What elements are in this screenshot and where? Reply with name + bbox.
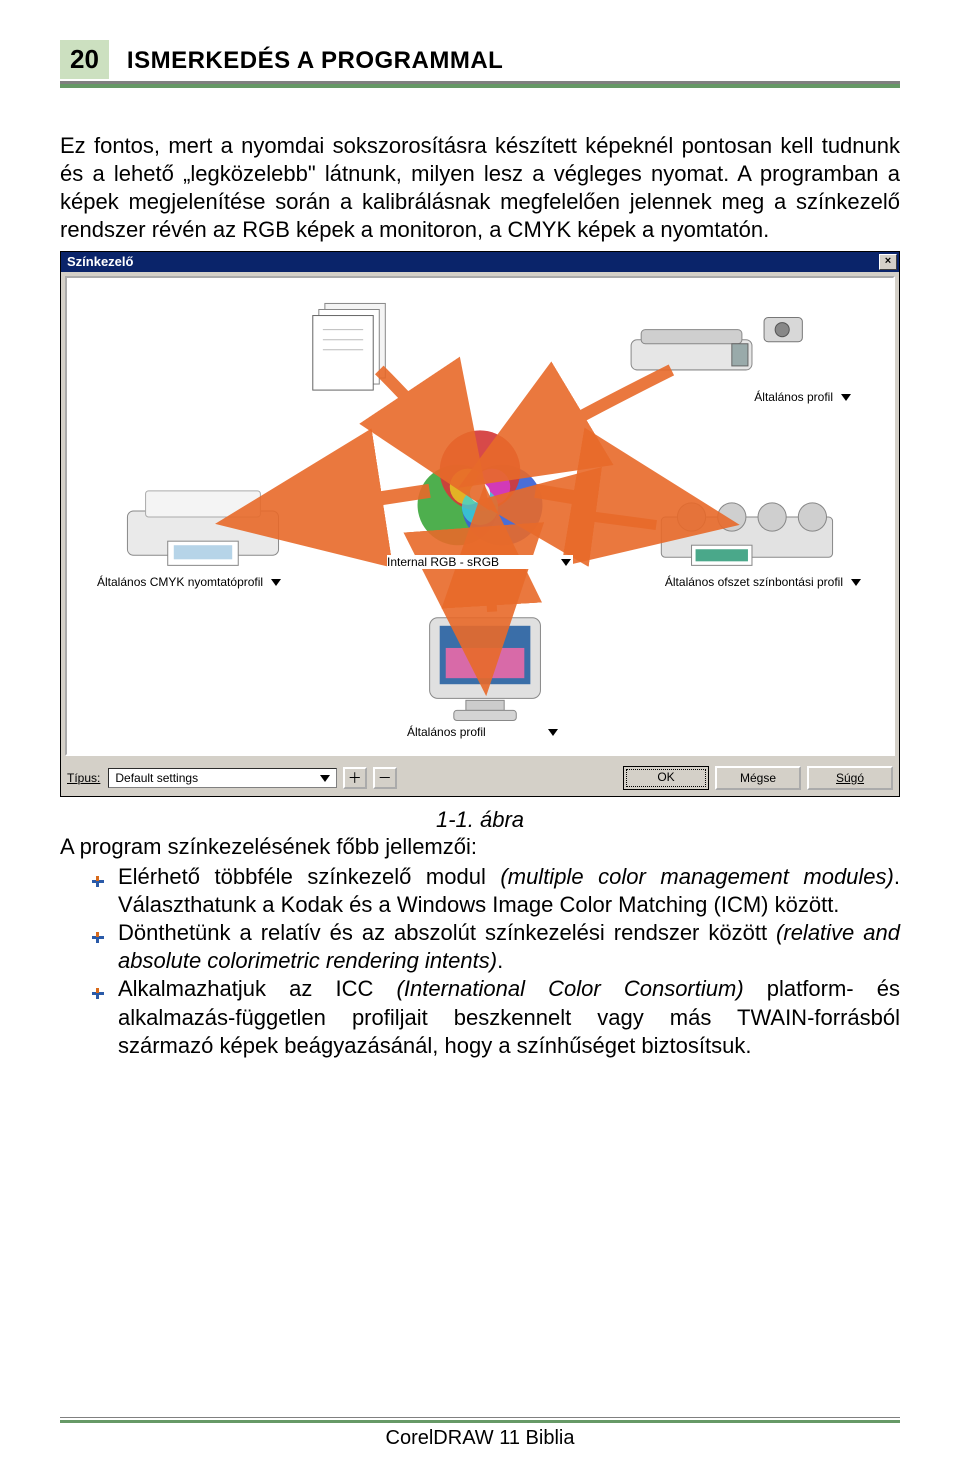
list-item: Elérhető többféle színkezelő modul (mult… [90,863,900,919]
page-header: 20 ISMERKEDÉS A PROGRAMMAL [60,40,900,84]
close-icon[interactable]: × [879,254,897,270]
chevron-down-icon [849,575,863,589]
color-flow-diagram [67,278,893,754]
offset-profile-select[interactable]: Általános ofszet színbontási profil [665,575,863,589]
header-rule [60,84,900,88]
page-number: 20 [60,40,109,79]
add-button[interactable]: ＋ [343,767,367,789]
printer-profile-label: Általános CMYK nyomtatóprofil [97,575,263,589]
monitor-profile-label: Általános profil [407,725,486,739]
scanner-profile-label: Általános profil [754,390,833,404]
page-footer: CorelDRAW 11 Biblia [60,1417,900,1450]
cancel-button[interactable]: Mégse [715,766,801,790]
color-manager-dialog: Színkezelő × [60,251,900,797]
ok-button[interactable]: OK [623,766,709,790]
type-select[interactable]: Default settings [108,768,336,788]
chevron-down-icon [320,773,330,783]
footer-rule [60,1420,900,1423]
dialog-titlebar: Színkezelő × [61,252,899,272]
help-button[interactable]: Súgó [807,766,893,790]
bullet-text: Elérhető többféle színkezelő modul (mult… [118,863,900,919]
feature-bullet-list: Elérhető többféle színkezelő modul (mult… [60,863,900,1060]
chevron-down-icon [269,575,283,589]
type-label: Típus: [67,771,100,785]
chevron-down-icon [546,725,560,739]
offset-profile-label: Általános ofszet színbontási profil [665,575,843,589]
chevron-down-icon [559,555,573,569]
bullet-text: Dönthetünk a relatív és az abszolút szín… [118,919,900,975]
list-item: Dönthetünk a relatív és az abszolút szín… [90,919,900,975]
bullet-icon [90,868,112,919]
remove-button[interactable]: － [373,767,397,789]
dialog-canvas: Általános profil Általános CMYK nyomtató… [65,276,895,756]
type-select-value: Default settings [115,771,198,785]
dialog-footer: Típus: Default settings ＋ － OK Mégse Súg… [61,760,899,796]
features-intro: A program színkezelésének főbb jellemzői… [60,833,900,861]
footer-text: CorelDRAW 11 Biblia [60,1427,900,1450]
center-profile-select[interactable]: Internal RGB - sRGB [387,555,573,569]
list-item: Alkalmazhatjuk az ICC (International Col… [90,975,900,1059]
chevron-down-icon [839,390,853,404]
monitor-profile-select[interactable]: Általános profil [407,725,560,739]
chapter-title: ISMERKEDÉS A PROGRAMMAL [127,47,503,75]
scanner-profile-select[interactable]: Általános profil [754,390,853,404]
bullet-text: Alkalmazhatjuk az ICC (International Col… [118,975,900,1059]
printer-profile-select[interactable]: Általános CMYK nyomtatóprofil [97,575,283,589]
bullet-icon [90,980,112,1059]
center-profile-label: Internal RGB - sRGB [387,555,499,569]
figure-caption: 1-1. ábra [60,807,900,833]
bullet-icon [90,924,112,975]
dialog-title: Színkezelő [67,254,133,269]
intro-paragraph: Ez fontos, mert a nyomdai sokszorosításr… [60,132,900,245]
